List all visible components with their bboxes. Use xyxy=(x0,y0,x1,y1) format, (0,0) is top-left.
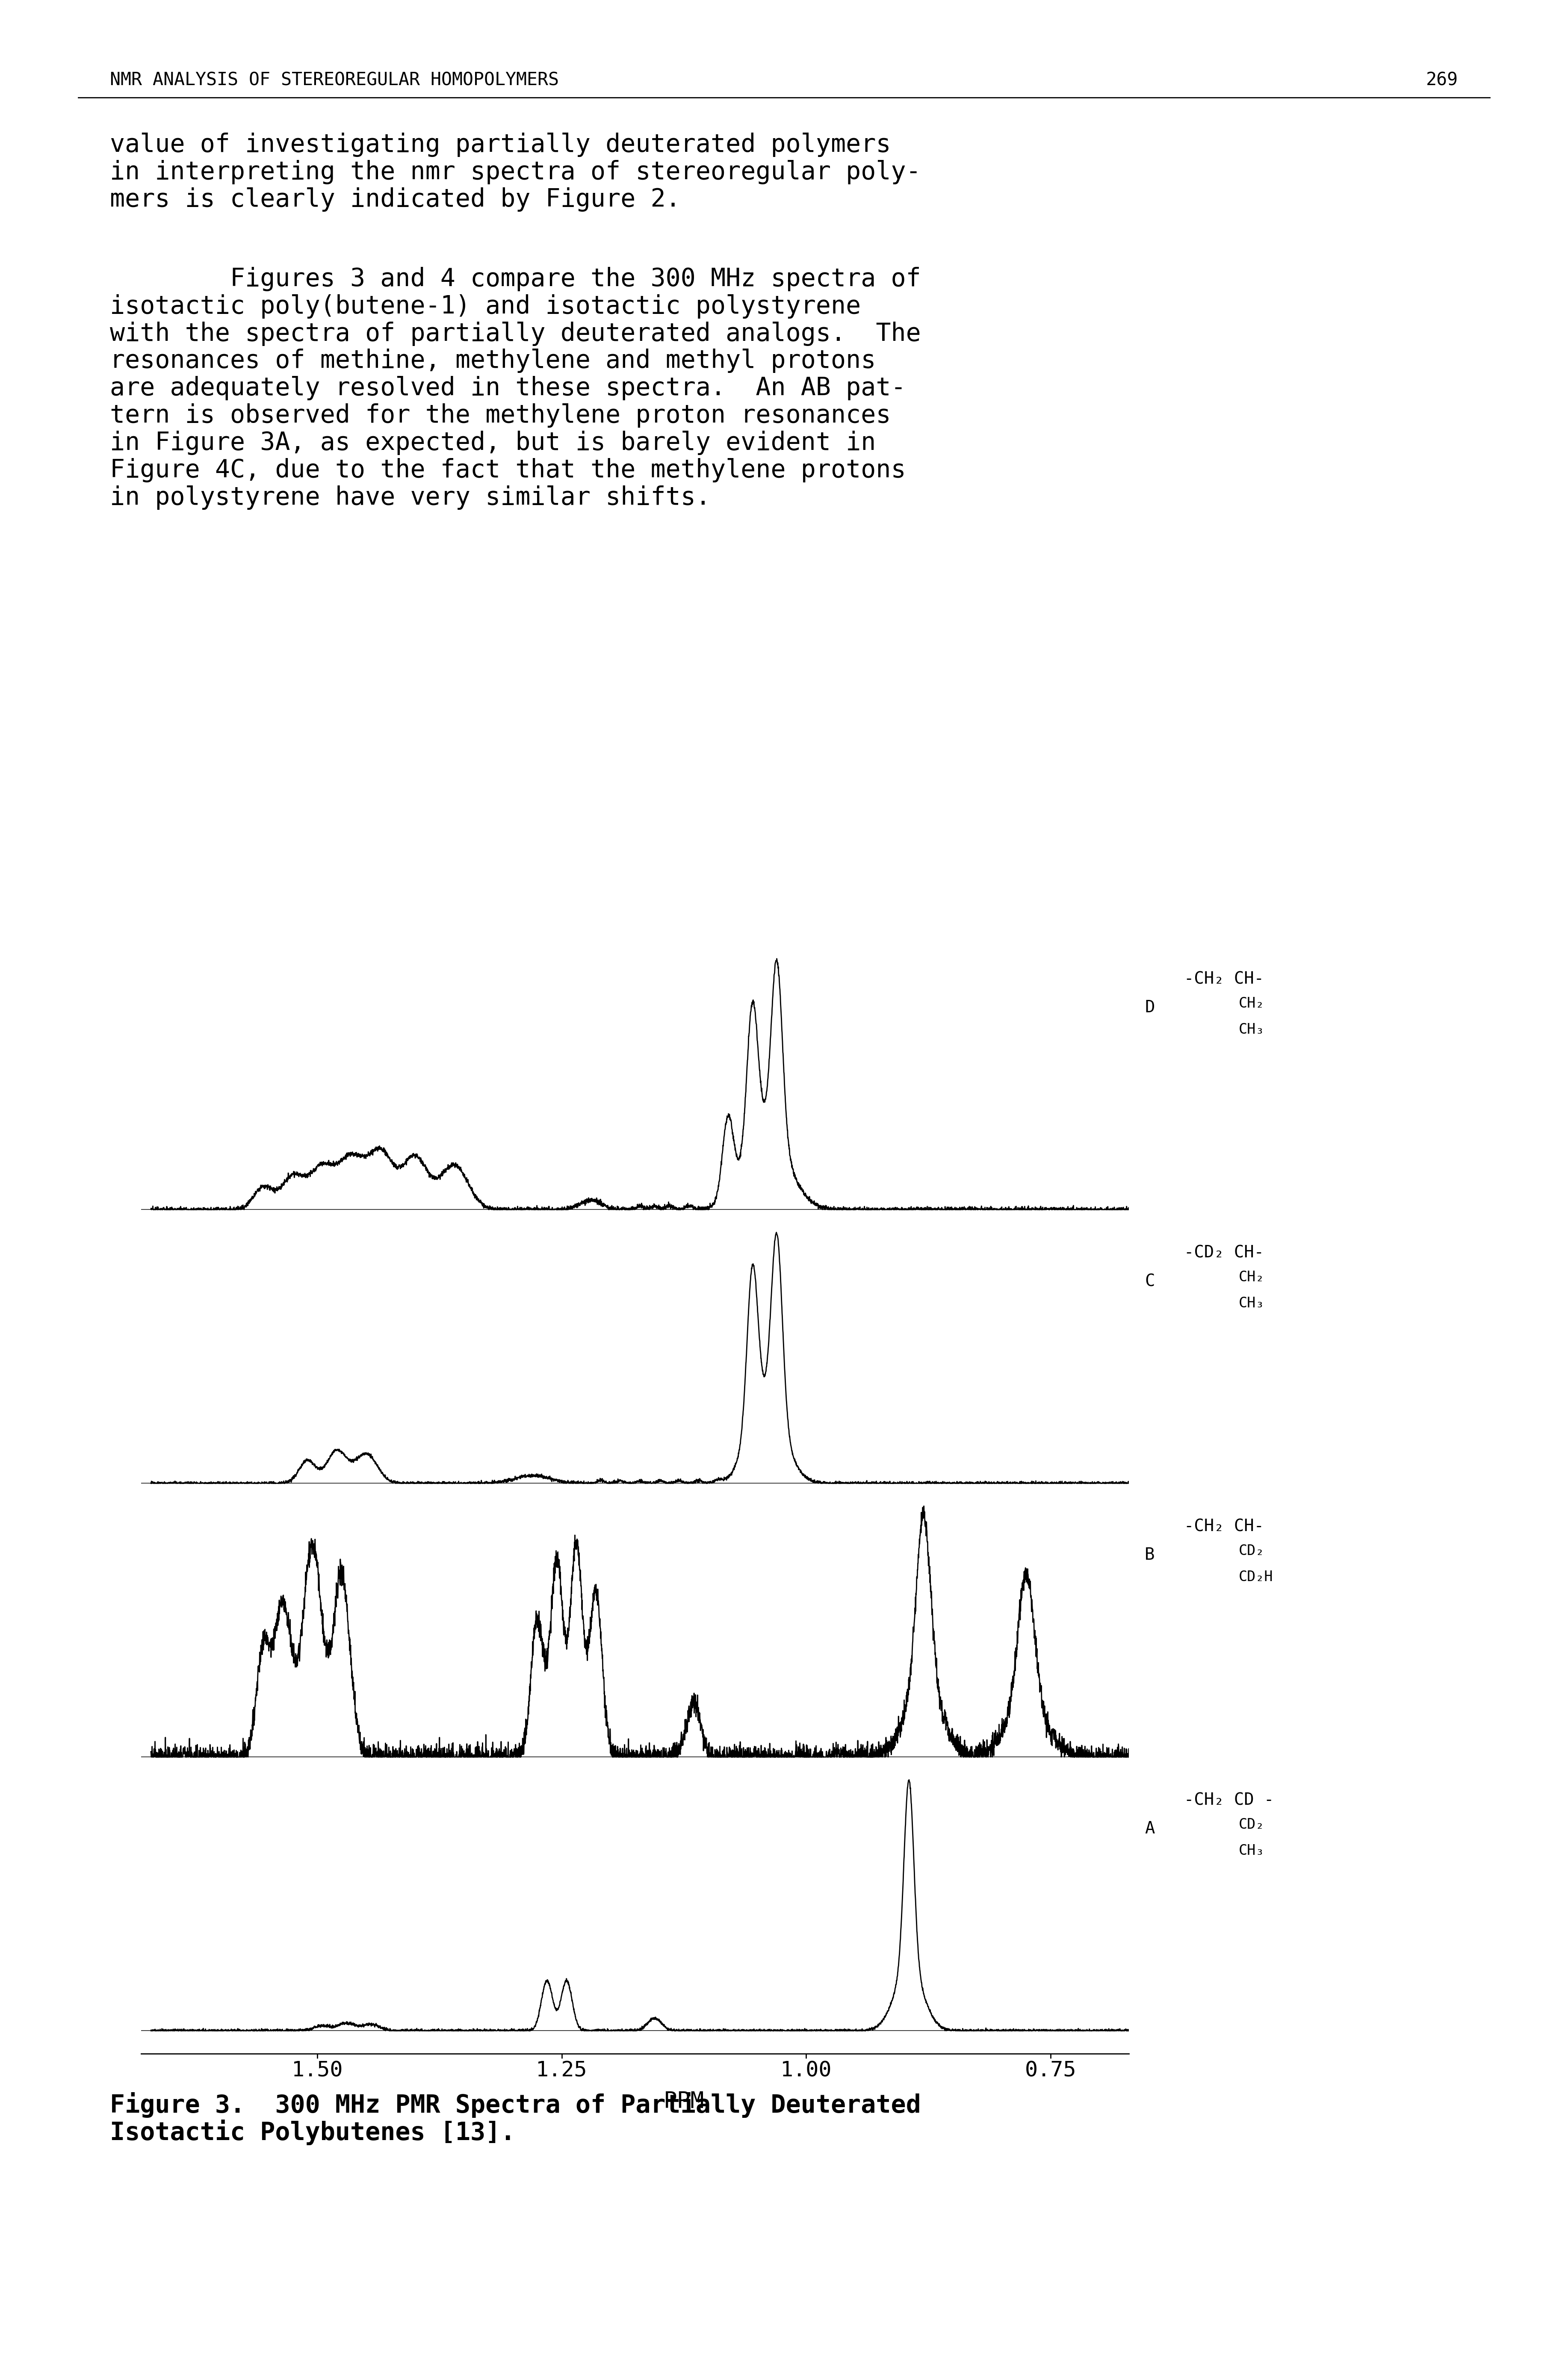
Text: CH₂: CH₂ xyxy=(1239,997,1264,1011)
Text: B: B xyxy=(1145,1548,1154,1564)
Text: A: A xyxy=(1145,1821,1154,1837)
Text: resonances of methine, methylene and methyl protons: resonances of methine, methylene and met… xyxy=(110,349,877,373)
Text: CH₃: CH₃ xyxy=(1239,1845,1264,1859)
Text: with the spectra of partially deuterated analogs.  The: with the spectra of partially deuterated… xyxy=(110,320,920,347)
Text: mers is clearly indicated by Figure 2.: mers is clearly indicated by Figure 2. xyxy=(110,188,681,211)
Text: Isotactic Polybutenes [13].: Isotactic Polybutenes [13]. xyxy=(110,2120,516,2146)
Text: PPM: PPM xyxy=(663,2091,704,2113)
Text: 269: 269 xyxy=(1427,71,1458,90)
Text: CD₂: CD₂ xyxy=(1239,1543,1264,1557)
Text: NMR ANALYSIS OF STEREOREGULAR HOMOPOLYMERS: NMR ANALYSIS OF STEREOREGULAR HOMOPOLYME… xyxy=(110,71,558,90)
Text: CH₃: CH₃ xyxy=(1239,1023,1264,1037)
Text: tern is observed for the methylene proton resonances: tern is observed for the methylene proto… xyxy=(110,404,891,427)
Text: CD₂: CD₂ xyxy=(1239,1818,1264,1833)
Text: Figure 3.  300 MHz PMR Spectra of Partially Deuterated: Figure 3. 300 MHz PMR Spectra of Partial… xyxy=(110,2091,920,2118)
Text: C: C xyxy=(1145,1272,1154,1289)
Text: isotactic poly(butene-1) and isotactic polystyrene: isotactic poly(butene-1) and isotactic p… xyxy=(110,294,861,318)
Text: CH₂: CH₂ xyxy=(1239,1270,1264,1284)
Text: -CD₂ CH-: -CD₂ CH- xyxy=(1184,1244,1264,1261)
Text: -CH₂ CH-: -CH₂ CH- xyxy=(1184,1519,1264,1536)
Text: Figure 4C, due to the fact that the methylene protons: Figure 4C, due to the fact that the meth… xyxy=(110,458,906,482)
Text: are adequately resolved in these spectra.  An AB pat-: are adequately resolved in these spectra… xyxy=(110,375,906,401)
Text: in interpreting the nmr spectra of stereoregular poly-: in interpreting the nmr spectra of stere… xyxy=(110,159,920,185)
Text: CD₂H: CD₂H xyxy=(1239,1569,1273,1583)
Text: in polystyrene have very similar shifts.: in polystyrene have very similar shifts. xyxy=(110,484,710,510)
Text: Figures 3 and 4 compare the 300 MHz spectra of: Figures 3 and 4 compare the 300 MHz spec… xyxy=(110,266,920,292)
Text: CH₃: CH₃ xyxy=(1239,1296,1264,1310)
Text: -CH₂ CD -: -CH₂ CD - xyxy=(1184,1792,1273,1809)
Text: -CH₂ CH-: -CH₂ CH- xyxy=(1184,971,1264,988)
Text: value of investigating partially deuterated polymers: value of investigating partially deutera… xyxy=(110,133,891,157)
Text: in Figure 3A, as expected, but is barely evident in: in Figure 3A, as expected, but is barely… xyxy=(110,430,877,456)
Text: D: D xyxy=(1145,999,1154,1016)
